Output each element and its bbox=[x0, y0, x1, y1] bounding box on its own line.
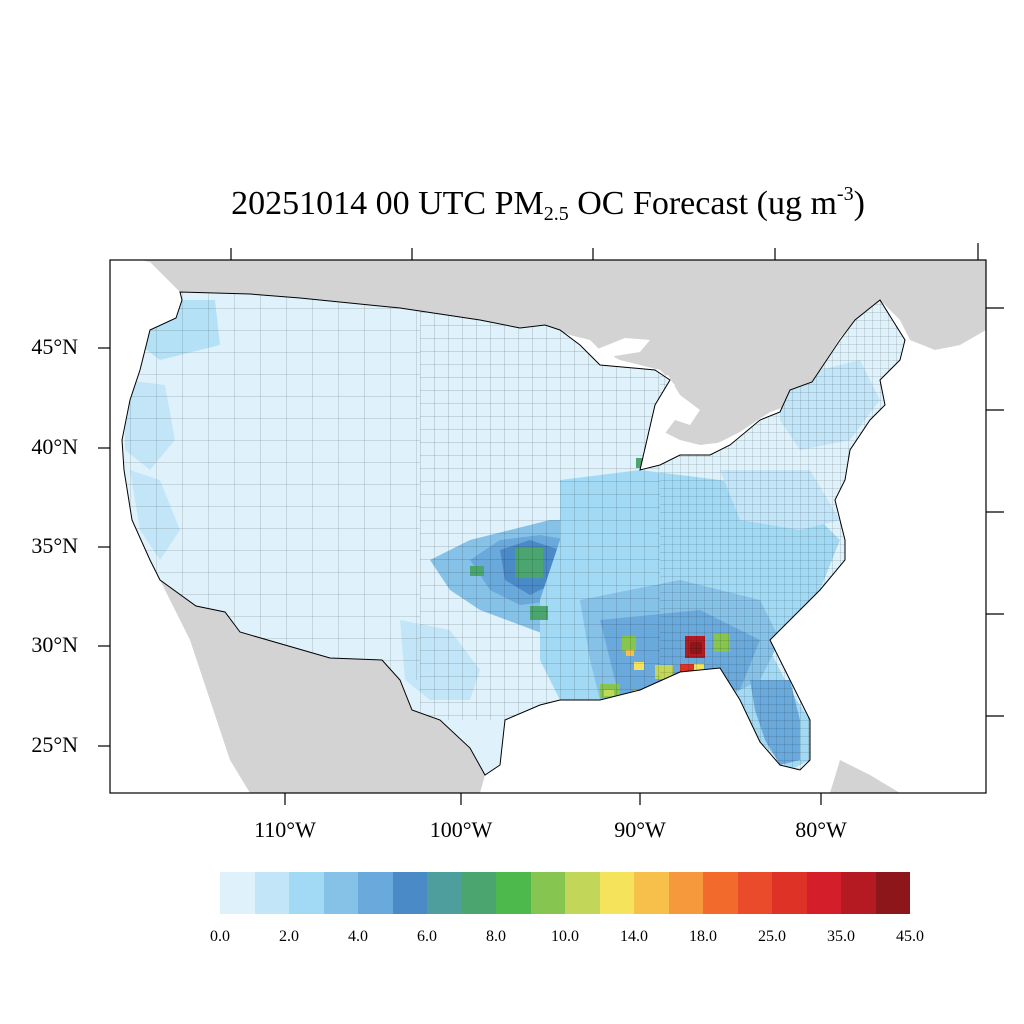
lon-label-80w: 80°W bbox=[795, 817, 847, 842]
axis-ticks bbox=[98, 243, 1004, 805]
lat-label-45: 45°N bbox=[31, 334, 78, 359]
colorbar-swatch-9 bbox=[530, 872, 565, 914]
colorbar-swatch-19 bbox=[875, 872, 910, 914]
colorbar-swatch-5 bbox=[392, 872, 427, 914]
colorbar-swatch-15 bbox=[737, 872, 772, 914]
colorbar-swatch-13 bbox=[668, 872, 703, 914]
caribbean-land bbox=[830, 760, 900, 793]
colorbar-label-2: 4.0 bbox=[348, 928, 368, 945]
conus-outline bbox=[121, 291, 906, 776]
colorbar-swatch-6 bbox=[427, 872, 462, 914]
colorbar-swatch-8 bbox=[496, 872, 531, 914]
lat-label-40: 40°N bbox=[31, 434, 78, 459]
chart-title: 20251014 00 UTC PM2.5 OC Forecast (ug m-… bbox=[231, 183, 865, 225]
lat-label-25: 25°N bbox=[31, 732, 78, 757]
colorbar-label-8: 25.0 bbox=[758, 928, 786, 945]
colorbar-label-10: 45.0 bbox=[896, 928, 924, 945]
colorbar-label-1: 2.0 bbox=[279, 928, 299, 945]
colorbar-label-0: 0.0 bbox=[210, 928, 230, 945]
colorbar-swatch-17 bbox=[806, 872, 841, 914]
lat-label-30: 30°N bbox=[31, 632, 78, 657]
colorbar-label-4: 8.0 bbox=[486, 928, 506, 945]
colorbar-label-5: 10.0 bbox=[551, 928, 579, 945]
colorbar-swatch-0 bbox=[220, 872, 255, 914]
colorbar-swatch-2 bbox=[289, 872, 324, 914]
mexico-landmass bbox=[150, 560, 485, 793]
colorbar-swatch-18 bbox=[841, 872, 876, 914]
map-frame bbox=[109, 259, 987, 794]
lon-label-110w: 110°W bbox=[254, 817, 316, 842]
colorbar-swatch-11 bbox=[599, 872, 634, 914]
colorbar-swatch-12 bbox=[634, 872, 669, 914]
colorbar-swatch-3 bbox=[323, 872, 358, 914]
colorbar-swatch-16 bbox=[772, 872, 807, 914]
colorbar-swatch-7 bbox=[461, 872, 496, 914]
colorbar-label-3: 6.0 bbox=[417, 928, 437, 945]
colorbar bbox=[220, 872, 910, 914]
canada-landmass bbox=[140, 260, 986, 445]
colorbar-swatch-4 bbox=[358, 872, 393, 914]
colorbar-label-7: 18.0 bbox=[689, 928, 717, 945]
colorbar-swatch-14 bbox=[703, 872, 738, 914]
lon-label-90w: 90°W bbox=[614, 817, 666, 842]
lat-label-35: 35°N bbox=[31, 533, 78, 558]
colorbar-label-9: 35.0 bbox=[827, 928, 855, 945]
colorbar-swatch-1 bbox=[254, 872, 289, 914]
colorbar-swatch-10 bbox=[565, 872, 600, 914]
lon-label-100w: 100°W bbox=[429, 817, 493, 842]
colorbar-label-6: 14.0 bbox=[620, 928, 648, 945]
